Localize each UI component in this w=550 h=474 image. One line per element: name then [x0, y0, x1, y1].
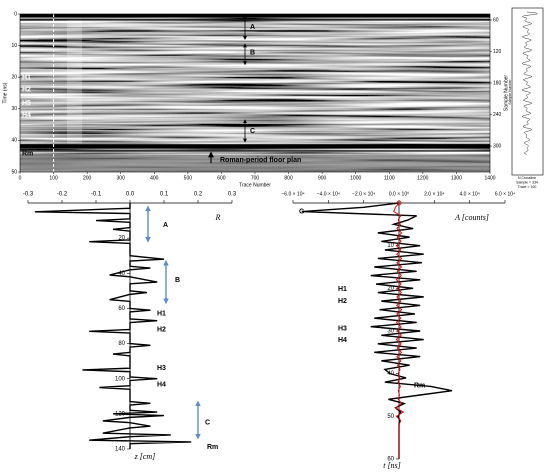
x-tick-label: -0.1 — [91, 192, 102, 198]
x-tick-label: 600 — [217, 175, 226, 181]
data-line — [34, 203, 192, 449]
annotation: H1 — [338, 286, 347, 293]
x-tick-label: 0.1 — [160, 192, 169, 198]
x-tick-label: 200 — [83, 175, 92, 181]
inset-text: Trace = 100 — [518, 185, 537, 189]
data-line — [393, 202, 405, 459]
x-tick-label: 1300 — [451, 175, 462, 181]
y-tick-label: 40 — [11, 138, 17, 144]
annotation: H1 — [22, 75, 31, 82]
x-tick-label: -0.3 — [23, 192, 34, 198]
annotation: Roman-period floor plan — [220, 157, 301, 164]
origin-marker — [396, 200, 402, 206]
reflector-band — [20, 18, 490, 21]
x-axis-label: A [counts] — [454, 213, 489, 222]
x-tick-label: −6.0 × 10⁴ — [281, 191, 304, 197]
annotation: H4 — [157, 382, 166, 389]
y-tick-label: 10 — [11, 43, 17, 49]
x-tick-label: 1100 — [384, 175, 395, 181]
x-tick-label: 500 — [184, 175, 193, 181]
annotation: H4 — [22, 112, 31, 119]
x-tick-label: 1000 — [350, 175, 361, 181]
y2-tick-label: 180 — [493, 80, 502, 86]
y-tick-label: 20 — [118, 236, 125, 242]
annotation: H2 — [157, 326, 166, 333]
x-tick-label: 1400 — [484, 175, 495, 181]
annotation: H1 — [157, 311, 166, 318]
annotation: Rm — [414, 382, 425, 389]
y-tick-label: 20 — [11, 75, 17, 81]
annotation: H2 — [338, 298, 347, 305]
x-tick-label: 800 — [284, 175, 293, 181]
y-tick-label: 40 — [118, 271, 125, 277]
x-tick-label: 2.0 × 10⁴ — [424, 191, 444, 197]
y-tick-label: 0 — [14, 11, 17, 17]
x-tick-label: 0.3 — [228, 192, 237, 198]
annotation: B — [250, 49, 255, 56]
y-tick-label: 50 — [387, 414, 394, 420]
y-axis-label: Time (ns) — [2, 82, 8, 103]
inset-trace — [521, 11, 539, 155]
y2-tick-label: 240 — [493, 112, 502, 118]
reflector-band — [20, 149, 490, 152]
x-tick-label: 0.0 — [126, 192, 135, 198]
reflector-band — [20, 14, 490, 18]
x-tick-label: 400 — [150, 175, 159, 181]
x-tick-label: 700 — [251, 175, 260, 181]
annotation: G — [299, 208, 305, 215]
y2-axis-label: Sample Number — [503, 75, 509, 111]
annotation: A — [250, 24, 255, 31]
y-axis-label: z [cm] — [134, 452, 156, 461]
inset-text: N Crossline — [518, 176, 536, 180]
y2-tick-label: 60 — [493, 17, 499, 23]
x-tick-label: 4.0 × 10⁴ — [459, 191, 479, 197]
y2-tick-label: 120 — [493, 49, 502, 55]
x-tick-label: 0 — [19, 175, 22, 181]
y-tick-label: 50 — [11, 169, 17, 175]
bright-column — [67, 20, 83, 144]
x-tick-label: 6.0 × 10⁴ — [495, 191, 515, 197]
inset-label: Sample Number — [508, 79, 512, 105]
x-tick-label: 1200 — [417, 175, 428, 181]
annotation: Rm — [22, 151, 33, 158]
x-tick-label: −4.0 × 10⁴ — [317, 191, 340, 197]
y-tick-label: 80 — [118, 341, 125, 347]
annotation: A — [163, 222, 168, 229]
reflector-band — [20, 144, 490, 149]
y-tick-label: 20 — [387, 286, 394, 292]
annotation: H4 — [338, 337, 347, 344]
annotation: H3 — [338, 326, 347, 333]
annotation: H3 — [157, 365, 166, 372]
x-axis-label: Trace Number — [239, 182, 271, 188]
annotation: C — [205, 419, 210, 426]
y-tick-label: 140 — [115, 447, 126, 453]
annotation: Rm — [207, 444, 218, 451]
x-tick-label: 0.2 — [194, 192, 203, 198]
annotation: B — [175, 277, 180, 284]
y-tick-label: 30 — [387, 329, 394, 335]
x-axis-label: R — [215, 213, 221, 222]
x-tick-label: −2.0 × 10⁴ — [352, 191, 375, 197]
reflector-band — [20, 154, 490, 172]
data-line — [301, 202, 453, 459]
y-tick-label: 60 — [118, 306, 125, 312]
x-tick-label: -0.2 — [57, 192, 68, 198]
annotation: C — [250, 128, 255, 135]
y-tick-label: 60 — [387, 457, 394, 463]
y-tick-label: 100 — [115, 376, 126, 382]
y2-tick-label: 300 — [493, 143, 502, 149]
y-axis-label: t [ns] — [383, 461, 401, 470]
x-tick-label: 900 — [318, 175, 327, 181]
annotation: H5 — [22, 100, 31, 107]
annotation: H2 — [22, 87, 31, 94]
x-tick-label: 0.0 × 10⁰ — [389, 191, 409, 197]
inset-text: Sample = 334 — [516, 180, 538, 184]
y-tick-label: 30 — [11, 106, 17, 112]
y-tick-label: 10 — [387, 243, 394, 249]
x-tick-label: 300 — [117, 175, 126, 181]
x-tick-label: 100 — [49, 175, 58, 181]
